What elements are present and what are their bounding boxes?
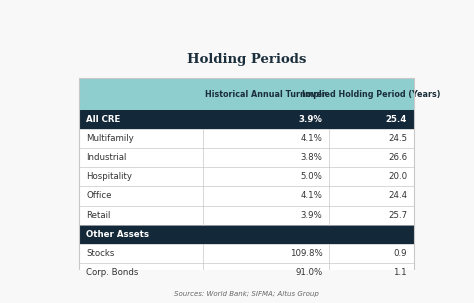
Text: 1.1: 1.1 <box>393 268 407 277</box>
Bar <box>80 225 414 244</box>
Text: 24.5: 24.5 <box>388 134 407 143</box>
Bar <box>80 110 414 129</box>
Bar <box>80 186 414 205</box>
Text: 25.7: 25.7 <box>388 211 407 220</box>
Text: Other Assets: Other Assets <box>86 230 149 239</box>
Text: 25.4: 25.4 <box>386 115 407 124</box>
Bar <box>80 129 414 148</box>
Text: Stocks: Stocks <box>86 249 114 258</box>
Text: 3.9%: 3.9% <box>299 115 323 124</box>
Text: Office: Office <box>86 191 111 201</box>
Text: 4.1%: 4.1% <box>301 134 323 143</box>
Text: 3.8%: 3.8% <box>301 153 323 162</box>
Text: 24.4: 24.4 <box>388 191 407 201</box>
Text: 109.8%: 109.8% <box>290 249 323 258</box>
Text: Hospitality: Hospitality <box>86 172 132 181</box>
Text: 5.0%: 5.0% <box>301 172 323 181</box>
Text: 20.0: 20.0 <box>388 172 407 181</box>
Text: 4.1%: 4.1% <box>301 191 323 201</box>
Text: Industrial: Industrial <box>86 153 127 162</box>
Text: 26.6: 26.6 <box>388 153 407 162</box>
Text: Holding Periods: Holding Periods <box>187 53 306 66</box>
Bar <box>80 244 414 263</box>
Bar <box>80 205 414 225</box>
Text: 3.9%: 3.9% <box>301 211 323 220</box>
Bar <box>80 167 414 186</box>
Text: Retail: Retail <box>86 211 110 220</box>
Text: 91.0%: 91.0% <box>295 268 323 277</box>
Text: Multifamily: Multifamily <box>86 134 134 143</box>
Text: Implied Holding Period (Years): Implied Holding Period (Years) <box>302 90 441 98</box>
Text: Corp. Bonds: Corp. Bonds <box>86 268 138 277</box>
Text: 0.9: 0.9 <box>393 249 407 258</box>
Bar <box>80 148 414 167</box>
Text: Sources: World Bank; SIFMA; Altus Group: Sources: World Bank; SIFMA; Altus Group <box>174 291 319 298</box>
Text: Historical Annual Turnover: Historical Annual Turnover <box>205 90 327 98</box>
Text: All CRE: All CRE <box>86 115 120 124</box>
Bar <box>80 263 414 282</box>
